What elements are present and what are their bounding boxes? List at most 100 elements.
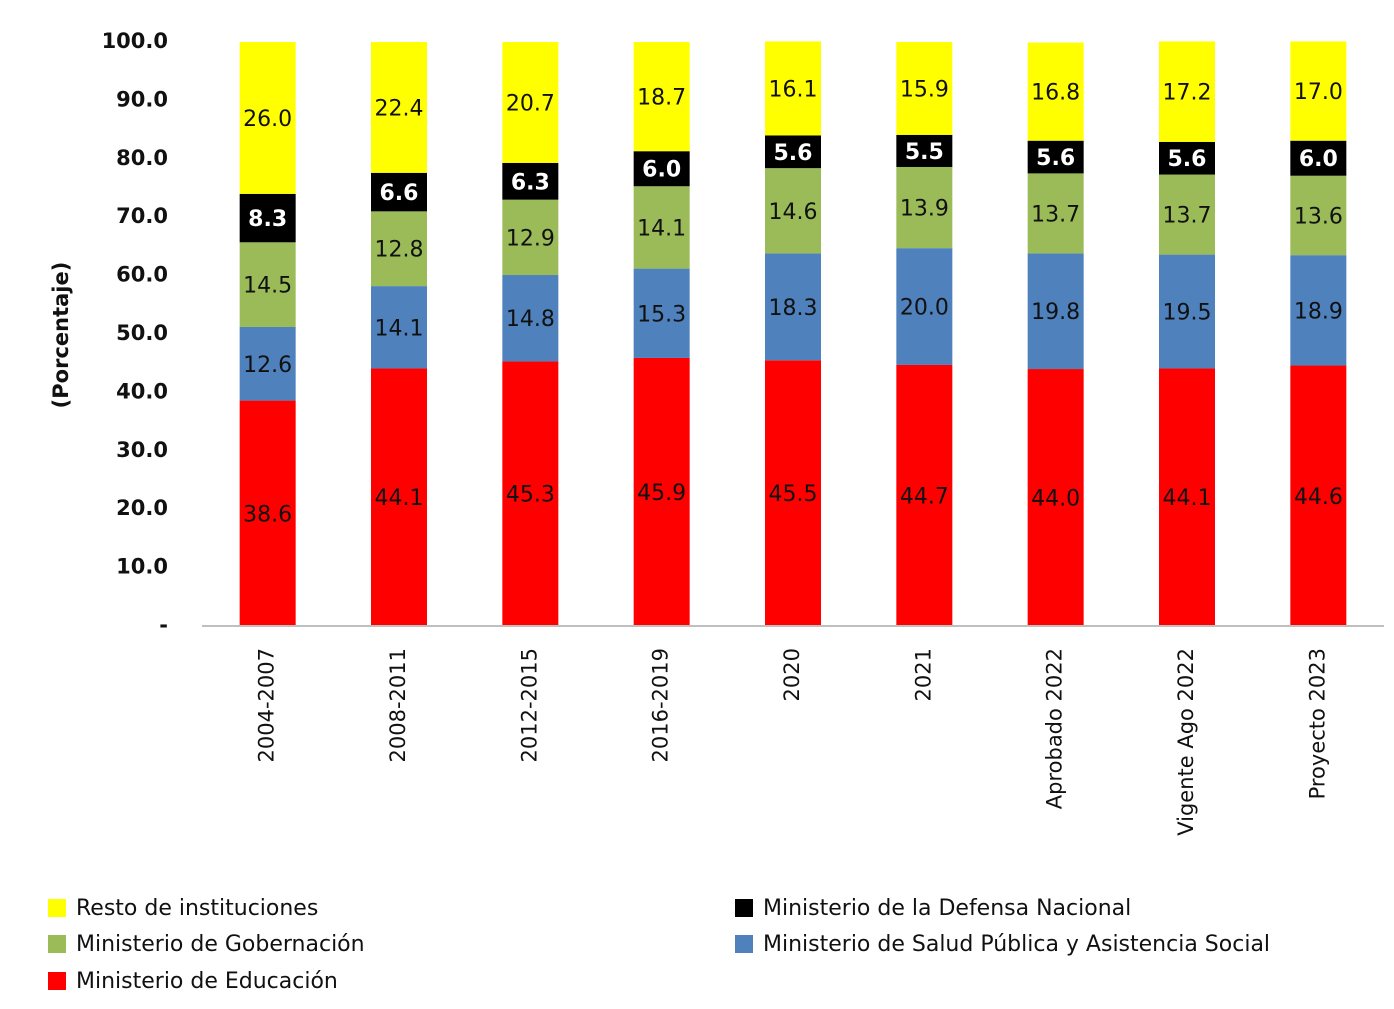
data-label: 17.2 <box>1163 81 1212 106</box>
data-label: 17.0 <box>1294 80 1343 105</box>
legend-swatch <box>48 972 66 990</box>
bar-segment <box>502 275 559 362</box>
bar-segment <box>765 168 821 254</box>
data-label: 12.8 <box>375 238 424 263</box>
bar-segment <box>239 42 296 194</box>
y-tick-label: 20.0 <box>116 496 168 520</box>
data-label: 6.0 <box>642 158 681 183</box>
bar-segment <box>1159 41 1215 142</box>
bar-segment <box>1290 365 1347 626</box>
data-label: 38.6 <box>243 502 292 527</box>
data-label: 14.1 <box>637 216 686 241</box>
data-label: 14.5 <box>243 274 292 299</box>
legend-swatch <box>48 935 66 953</box>
data-label: 19.5 <box>1163 301 1212 326</box>
bar-segment <box>765 135 821 169</box>
data-label: 14.6 <box>769 200 818 225</box>
bar-segment <box>1290 140 1347 176</box>
data-label: 5.6 <box>1036 146 1075 171</box>
legend-swatch <box>735 935 753 953</box>
legend-label: Ministerio de la Defensa Nacional <box>763 896 1131 921</box>
data-label: 18.7 <box>637 86 686 111</box>
bar-segment <box>502 361 559 626</box>
bar-segment <box>1027 253 1084 370</box>
bar-segment <box>1159 174 1215 255</box>
bar-segment <box>502 162 559 200</box>
y-axis-title: (Porcentaje) <box>49 262 73 409</box>
x-tick-label: Proyecto 2023 <box>1305 648 1329 799</box>
bar-segment <box>239 400 296 626</box>
data-label: 5.6 <box>1168 147 1207 172</box>
data-label: 22.4 <box>375 96 424 121</box>
x-tick-label: Vigente Ago 2022 <box>1174 648 1198 836</box>
data-label: 8.3 <box>248 207 287 232</box>
data-label: 12.6 <box>243 353 292 378</box>
data-label: 6.0 <box>1299 147 1338 172</box>
bar-segment <box>896 42 953 135</box>
bar-segment <box>633 42 690 152</box>
bar-segment <box>371 368 427 626</box>
data-label: 20.7 <box>506 91 555 116</box>
data-label: 19.8 <box>1031 300 1080 325</box>
y-tick-label: 80.0 <box>116 146 168 170</box>
data-label: 13.7 <box>1163 204 1212 229</box>
legend-label: Ministerio de Gobernación <box>76 932 365 957</box>
x-tick-label: 2020 <box>780 648 804 701</box>
data-label: 18.9 <box>1294 299 1343 324</box>
x-tick-label: 2012-2015 <box>517 648 541 762</box>
data-label: 16.8 <box>1031 81 1080 106</box>
data-label: 13.9 <box>900 197 949 222</box>
legend-label: Ministerio de Educación <box>76 969 338 994</box>
data-label: 6.3 <box>511 170 550 195</box>
y-tick-label: 50.0 <box>116 321 168 345</box>
y-tick-label: 30.0 <box>116 438 168 462</box>
y-tick-label: 70.0 <box>116 204 168 228</box>
data-label: 44.7 <box>900 484 949 509</box>
data-label: 5.6 <box>774 141 813 166</box>
y-tick-label: 40.0 <box>116 379 168 403</box>
y-tick-label: 60.0 <box>116 263 168 287</box>
bar-segment <box>633 186 690 269</box>
data-label: 44.1 <box>375 486 424 511</box>
data-label: 14.1 <box>375 316 424 341</box>
x-tick-label: 2021 <box>911 648 935 701</box>
bar-segment <box>1027 173 1084 254</box>
bar-segment <box>765 41 821 136</box>
data-label: 26.0 <box>243 107 292 132</box>
bar-segment <box>633 357 690 626</box>
bar-segment <box>896 166 953 249</box>
data-label: 44.0 <box>1031 487 1080 512</box>
data-label: 5.5 <box>905 140 944 165</box>
data-label: 15.3 <box>637 302 686 327</box>
data-label: 44.1 <box>1163 486 1212 511</box>
data-label: 16.1 <box>769 77 818 102</box>
bar-segment <box>239 193 296 243</box>
bar-segment <box>765 253 821 361</box>
data-label: 45.9 <box>637 481 686 506</box>
bar-segment <box>371 286 427 369</box>
bar-segment <box>896 134 953 167</box>
bar-segment <box>1290 255 1347 366</box>
data-label: 13.7 <box>1031 202 1080 227</box>
data-label: 6.6 <box>380 181 419 206</box>
bar-segment <box>502 42 559 163</box>
bar-segment <box>1027 140 1084 174</box>
bar-segment <box>239 326 296 401</box>
bar-segment <box>1027 369 1084 626</box>
data-label: 13.6 <box>1294 204 1343 229</box>
bar-segment <box>1290 175 1347 256</box>
bar-segment <box>1159 368 1215 626</box>
data-label: 12.9 <box>506 226 555 251</box>
bar-segment <box>371 211 427 287</box>
bar-segment <box>239 242 296 327</box>
bar-segment <box>1290 41 1347 141</box>
y-tick-label: 10.0 <box>116 555 168 579</box>
data-label: 45.3 <box>506 483 555 508</box>
data-label: 45.5 <box>769 482 818 507</box>
bar-segment <box>1027 42 1084 141</box>
data-label: 14.8 <box>506 307 555 332</box>
data-label: 18.3 <box>769 296 818 321</box>
x-tick-label: 2016-2019 <box>649 648 673 762</box>
bar-segment <box>765 360 821 626</box>
bar-segment <box>896 364 953 626</box>
